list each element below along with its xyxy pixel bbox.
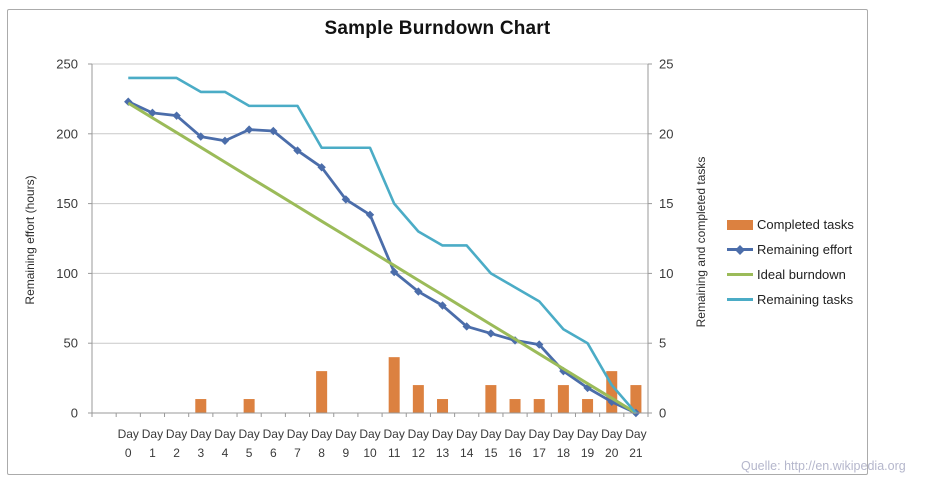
bar <box>485 385 497 413</box>
x-tick-label: Day 8 <box>311 427 332 460</box>
x-tick-label: Day 1 <box>142 427 163 460</box>
y-tick-label: 15 <box>659 196 673 211</box>
bar <box>582 399 594 413</box>
y-tick-label: 5 <box>659 336 666 351</box>
remaining-tasks-swatch-icon <box>727 298 753 301</box>
y-tick-label: 25 <box>659 57 673 72</box>
x-tick-label: Day 3 <box>190 427 211 460</box>
ideal-burndown-swatch-icon <box>727 273 753 276</box>
left-axis-title-text: Remaining effort (hours) <box>23 175 37 305</box>
legend-label: Remaining effort <box>757 242 853 257</box>
y-tick-label: 50 <box>64 336 78 351</box>
legend-item-completed-tasks: Completed tasks <box>727 212 854 237</box>
y-tick-label: 250 <box>56 57 78 72</box>
diamond-marker <box>438 301 447 310</box>
completed-tasks-swatch-icon <box>727 219 753 230</box>
x-tick-label: Day 9 <box>335 427 356 460</box>
x-tick-label: Day 4 <box>214 427 235 460</box>
legend-item-remaining-effort: Remaining effort <box>727 237 854 262</box>
legend-label: Completed tasks <box>757 217 854 232</box>
x-tick-label: Day 11 <box>384 427 405 460</box>
x-tick-label: Day 14 <box>456 427 477 460</box>
bar <box>195 399 207 413</box>
diamond-marker <box>389 267 399 277</box>
diamond-marker <box>341 195 351 204</box>
x-tick-label: Day 0 <box>118 427 139 460</box>
diamond-marker <box>148 108 157 118</box>
bar <box>557 385 569 413</box>
remaining-tasks-line <box>128 76 637 414</box>
diamond-marker <box>365 210 375 219</box>
legend-label: Ideal burndown <box>757 267 846 282</box>
x-tick-label: Day 5 <box>238 427 259 460</box>
chart-title: Sample Burndown Chart <box>324 18 551 39</box>
x-tick-label: Day 7 <box>287 427 308 460</box>
diamond-marker-icon <box>735 244 745 255</box>
y-tick-label: 150 <box>56 196 78 211</box>
x-tick-label: Day 20 <box>601 427 622 460</box>
bar <box>606 371 618 413</box>
bar <box>533 399 545 413</box>
diamond-marker <box>486 329 496 338</box>
bar <box>437 399 449 413</box>
remaining-effort-swatch-icon <box>727 244 753 255</box>
y-tick-label: 10 <box>659 266 673 281</box>
x-tick-label: Day 18 <box>553 427 574 460</box>
bar <box>509 399 521 413</box>
y-tick-label: 0 <box>71 406 78 421</box>
source-watermark: Quelle: http://en.wikipedia.org <box>741 459 906 473</box>
x-tick-label: Day 12 <box>408 427 429 460</box>
bar <box>388 357 400 413</box>
diamond-marker <box>244 125 254 134</box>
y-tick-labels-left: 0 50 100 150 200 250 <box>56 57 78 421</box>
x-tick-label: Day 17 <box>529 427 550 460</box>
x-tick-label: Day 2 <box>166 427 187 460</box>
legend-item-remaining-tasks: Remaining tasks <box>727 287 854 312</box>
x-tick-label: Day 6 <box>263 427 284 460</box>
x-tick-label: Day 13 <box>432 427 453 460</box>
legend-item-ideal-burndown: Ideal burndown <box>727 262 854 287</box>
y-tick-labels-right: 0 5 10 15 20 25 <box>659 57 673 421</box>
bar <box>412 385 424 413</box>
bar <box>316 371 328 413</box>
diamond-marker <box>220 136 230 145</box>
bar <box>630 385 642 413</box>
completed-tasks-bars <box>195 357 642 413</box>
diamond-marker <box>462 322 471 331</box>
diamond-marker <box>172 111 181 120</box>
ideal-burndown-line <box>127 101 637 415</box>
y-tick-label: 0 <box>659 406 666 421</box>
right-axis-title-text: Remaining and completed tasks <box>694 156 708 328</box>
diamond-marker <box>317 163 326 172</box>
legend: Completed tasks Remaining effort Ideal b… <box>727 212 854 312</box>
diamond-marker <box>559 366 568 376</box>
diamond-marker <box>414 287 423 296</box>
bar <box>243 399 255 413</box>
y-tick-label: 100 <box>56 266 78 281</box>
diamond-marker <box>535 340 544 349</box>
x-tick-label: Day 19 <box>577 427 598 460</box>
y-gridlines <box>92 63 648 344</box>
axes <box>88 63 652 417</box>
remaining-effort-line <box>127 100 637 415</box>
x-tick-label: Day 16 <box>504 427 525 460</box>
diamond-marker <box>196 132 205 141</box>
diamond-marker <box>269 126 278 136</box>
x-tick-label: Day 10 <box>359 427 380 460</box>
diamond-marker <box>293 146 302 155</box>
x-tick-label: Day 15 <box>480 427 501 460</box>
y-tick-label: 200 <box>56 126 78 141</box>
legend-label: Remaining tasks <box>757 292 854 307</box>
x-tick-label: Day 21 <box>625 427 646 460</box>
y-tick-label: 20 <box>659 126 673 141</box>
